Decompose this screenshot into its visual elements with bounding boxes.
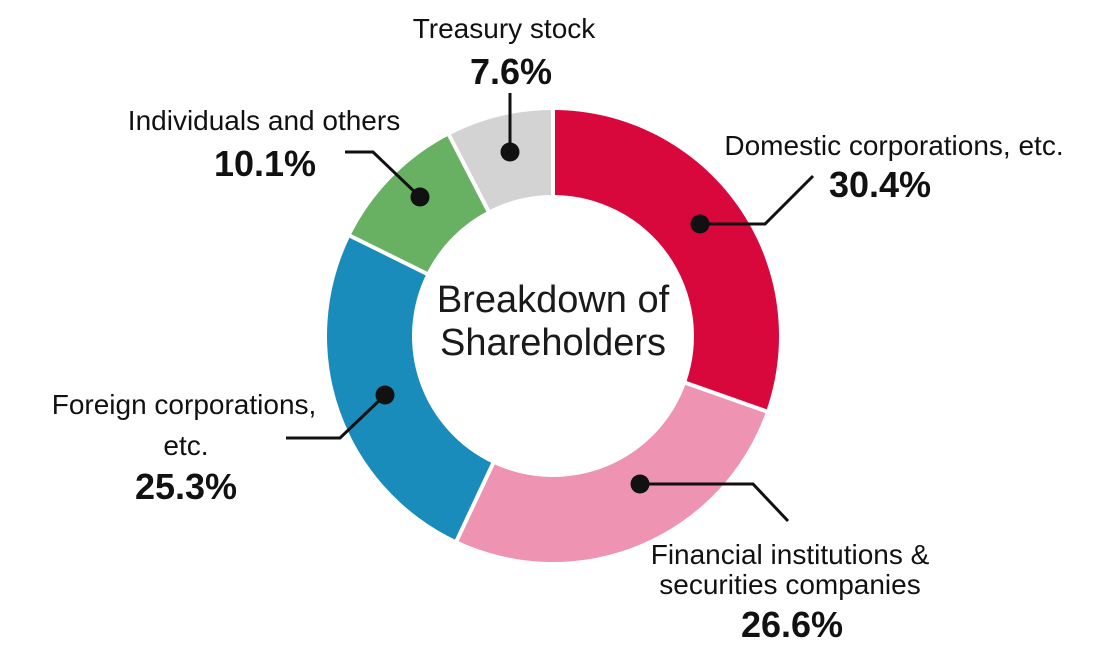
label-domestic: Domestic corporations, etc. bbox=[724, 130, 1064, 161]
label-individuals: Individuals and others bbox=[127, 105, 401, 136]
center-title-line-1: Breakdown of bbox=[436, 279, 670, 321]
value-individuals: 10.1% bbox=[213, 143, 317, 184]
leader-dot-treasury bbox=[500, 142, 520, 162]
leader-dot-financial bbox=[630, 474, 650, 494]
value-financial: 26.6% bbox=[740, 604, 844, 645]
label-foreign-line-2: etc. bbox=[163, 430, 209, 461]
slice-separator bbox=[446, 132, 492, 215]
slice-domestic bbox=[553, 110, 780, 412]
label-financial-line-2: securities companies bbox=[659, 569, 921, 600]
slice-treasury bbox=[449, 110, 553, 211]
chart-center-title: Breakdown of Shareholders bbox=[437, 279, 669, 365]
slice-financial bbox=[456, 382, 767, 562]
leader-lines bbox=[286, 93, 815, 523]
slice-foreign bbox=[326, 235, 493, 541]
leader-dot-foreign bbox=[375, 385, 395, 405]
leader-line-domestic bbox=[700, 174, 815, 226]
label-foreign-line-1: Foreign corporations, bbox=[51, 389, 317, 420]
value-treasury: 7.6% bbox=[469, 51, 553, 92]
leader-line-financial bbox=[640, 482, 790, 523]
label-treasury: Treasury stock bbox=[412, 13, 596, 44]
donut-slices bbox=[326, 110, 780, 562]
leader-dot-individuals bbox=[410, 187, 430, 207]
slice-separators bbox=[347, 108, 769, 544]
slice-separator bbox=[347, 233, 431, 277]
slice-separator bbox=[682, 380, 769, 414]
label-financial-line-1: Financial institutions & bbox=[650, 539, 930, 570]
value-domestic: 30.4% bbox=[828, 164, 932, 205]
leader-dot-domestic bbox=[690, 214, 710, 234]
leader-line-individuals bbox=[345, 150, 422, 199]
leader-line-foreign bbox=[286, 393, 387, 440]
slice-separator bbox=[454, 460, 497, 544]
center-title-line-2: Shareholders bbox=[439, 322, 667, 364]
value-foreign: 25.3% bbox=[134, 466, 238, 507]
